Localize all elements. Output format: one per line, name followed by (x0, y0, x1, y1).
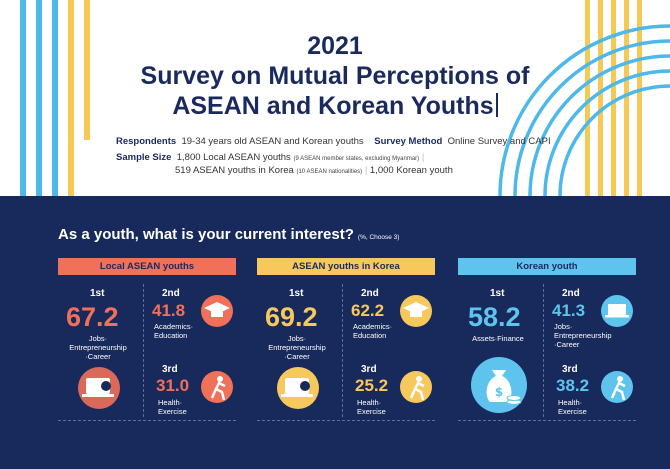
label-2nd: Academics· Education (154, 322, 194, 340)
question-heading: As a youth, what is your current interes… (58, 226, 400, 243)
method-value: Online Survey and CAPI (447, 136, 551, 147)
page-title-line2: ASEAN and Korean Youths (0, 92, 670, 121)
value-2nd: 41.3 (552, 301, 586, 320)
divider (342, 284, 343, 417)
runner-icon (201, 371, 233, 403)
sample-note-1: (9 ASEAN member states, excluding Myanma… (293, 156, 420, 162)
method-label: Survey Method (374, 136, 443, 147)
value-1st: 67.2 (66, 302, 119, 332)
money-bag-icon: $ (471, 357, 527, 413)
respondents-value: 19-34 years old ASEAN and Korean youths (181, 136, 364, 147)
label-1st: Jobs· Entrepreneurship ·Career (268, 334, 326, 361)
text-cursor (495, 93, 498, 117)
label-1st: Assets·Finance (472, 334, 524, 343)
value-3rd: 25.2 (355, 376, 389, 395)
runner-icon (400, 371, 432, 403)
decorative-stripes-left (20, 0, 90, 196)
sample-value-2: 519 ASEAN youths in Korea (175, 165, 294, 176)
divider (58, 420, 236, 421)
label-2nd: Academics· Education (353, 322, 393, 340)
divider (257, 420, 435, 421)
rank-2nd: 2nd (361, 288, 379, 299)
sample-value-1: 1,800 Local ASEAN youths (176, 152, 291, 163)
value-3rd: 31.0 (156, 376, 190, 395)
rank-2nd: 2nd (562, 288, 580, 299)
laptop-work-icon (78, 367, 120, 409)
rank-3rd: 3rd (562, 364, 578, 375)
header-section: 2021 Survey on Mutual Perceptions of ASE… (0, 0, 670, 196)
rank-1st: 1st (490, 288, 505, 299)
respondents-line: Respondents 19-34 years old ASEAN and Ko… (116, 136, 551, 147)
panel-header: Korean youth (458, 258, 636, 275)
decorative-arcs-right (498, 0, 670, 196)
value-2nd: 41.8 (152, 301, 186, 320)
divider (543, 284, 544, 417)
divider (458, 420, 636, 421)
respondents-label: Respondents (116, 136, 177, 147)
rank-3rd: 3rd (361, 364, 377, 375)
sample-label: Sample Size (116, 152, 172, 163)
laptop-work-icon (277, 367, 319, 409)
runner-icon (601, 371, 633, 403)
panel-header: Local ASEAN youths (58, 258, 236, 275)
page-year: 2021 (307, 32, 363, 60)
rank-1st: 1st (289, 288, 304, 299)
graduation-cap-icon (201, 295, 233, 327)
label-3rd: Health· Exercise (357, 398, 386, 416)
panel-asean-in-korea: ASEAN youths in Korea 1st 69.2 Jobs· Entr… (257, 258, 435, 423)
rank-2nd: 2nd (162, 288, 180, 299)
question-note: (%, Choose 3) (357, 234, 400, 241)
value-1st: 69.2 (265, 302, 318, 332)
page-title-line1: Survey on Mutual Perceptions of (140, 62, 530, 90)
laptop-work-icon (601, 295, 633, 327)
divider (143, 284, 144, 417)
value-3rd: 38.2 (556, 376, 590, 395)
label-1st: Jobs· Entrepreneurship ·Career (69, 334, 127, 361)
label-3rd: Health· Exercise (158, 398, 187, 416)
sample-size-line1: Sample Size 1,800 Local ASEAN youths (9 … (116, 152, 425, 163)
panel-korean-youth: Korean youth 1st 58.2 Assets·Finance $ 2… (458, 258, 636, 423)
results-section: As a youth, what is your current interes… (0, 196, 670, 469)
panel-local-asean: Local ASEAN youths 1st 67.2 Jobs· Entrepr… (58, 258, 236, 423)
value-1st: 58.2 (468, 302, 521, 332)
value-2nd: 62.2 (351, 301, 385, 320)
svg-text:$: $ (495, 385, 503, 399)
label-3rd: Health· Exercise (558, 398, 587, 416)
rank-3rd: 3rd (162, 364, 178, 375)
label-2nd: Jobs· Entrepreneurship ·Career (554, 322, 612, 349)
sample-note-2: (10 ASEAN nationalities) (296, 169, 363, 175)
graduation-cap-icon (400, 295, 432, 327)
rank-1st: 1st (90, 288, 105, 299)
panel-header: ASEAN youths in Korea (257, 258, 435, 275)
sample-value-3: 1,000 Korean youth (369, 165, 453, 176)
sample-size-line2: 519 ASEAN youths in Korea (10 ASEAN nati… (175, 165, 453, 176)
